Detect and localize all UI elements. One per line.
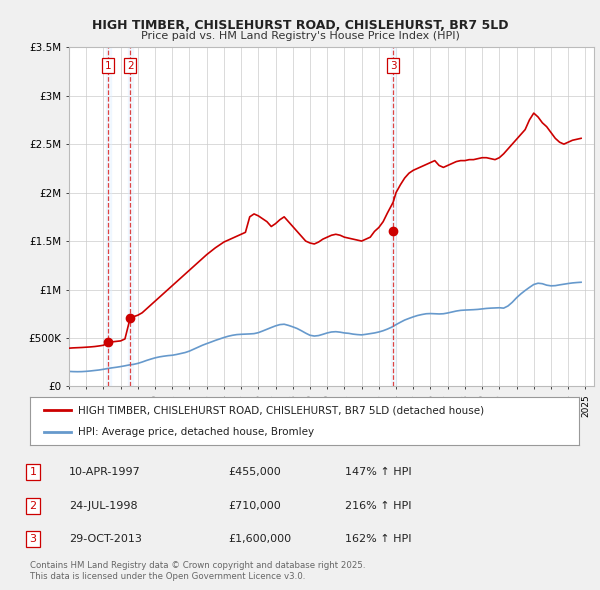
Text: £455,000: £455,000	[228, 467, 281, 477]
Text: 1: 1	[29, 467, 37, 477]
Text: 2: 2	[29, 501, 37, 510]
Text: 147% ↑ HPI: 147% ↑ HPI	[345, 467, 412, 477]
Text: 10-APR-1997: 10-APR-1997	[69, 467, 141, 477]
Bar	[128, 47, 133, 386]
Text: £1,600,000: £1,600,000	[228, 535, 291, 544]
Text: 216% ↑ HPI: 216% ↑ HPI	[345, 501, 412, 510]
Text: 162% ↑ HPI: 162% ↑ HPI	[345, 535, 412, 544]
Text: HIGH TIMBER, CHISLEHURST ROAD, CHISLEHURST, BR7 5LD: HIGH TIMBER, CHISLEHURST ROAD, CHISLEHUR…	[92, 19, 508, 32]
Bar	[391, 47, 396, 386]
Bar	[106, 47, 111, 386]
Text: 3: 3	[29, 535, 37, 544]
Text: 3: 3	[390, 61, 397, 71]
Text: 1: 1	[105, 61, 112, 71]
Text: 29-OCT-2013: 29-OCT-2013	[69, 535, 142, 544]
Text: HPI: Average price, detached house, Bromley: HPI: Average price, detached house, Brom…	[79, 427, 314, 437]
Text: Price paid vs. HM Land Registry's House Price Index (HPI): Price paid vs. HM Land Registry's House …	[140, 31, 460, 41]
Text: HIGH TIMBER, CHISLEHURST ROAD, CHISLEHURST, BR7 5LD (detached house): HIGH TIMBER, CHISLEHURST ROAD, CHISLEHUR…	[79, 405, 484, 415]
Text: £710,000: £710,000	[228, 501, 281, 510]
Text: 2: 2	[127, 61, 134, 71]
Text: Contains HM Land Registry data © Crown copyright and database right 2025.
This d: Contains HM Land Registry data © Crown c…	[30, 561, 365, 581]
Text: 24-JUL-1998: 24-JUL-1998	[69, 501, 137, 510]
